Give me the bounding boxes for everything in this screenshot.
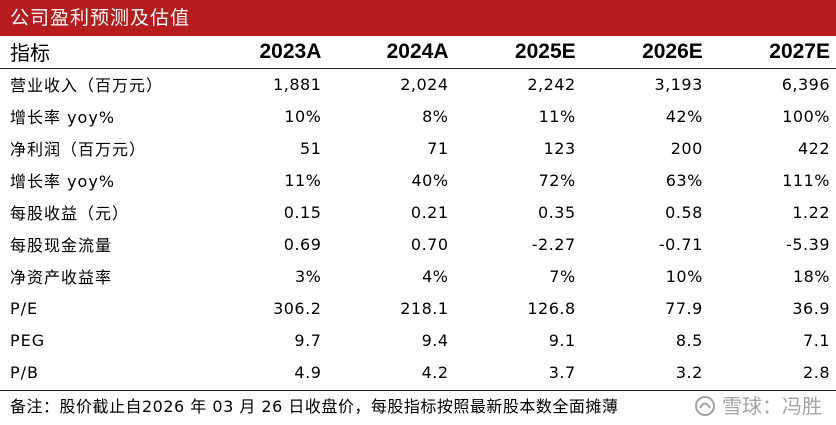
- cell-value: 4.2: [421, 362, 449, 382]
- row-label: 增长率 yoy%: [10, 172, 116, 191]
- cell-value: 7%: [549, 266, 576, 286]
- table-row: 增长率 yoy% 10% 8% 11% 42% 100%: [0, 100, 836, 132]
- cell-value: -2.27: [531, 234, 576, 254]
- cell-value: 9.1: [548, 330, 576, 350]
- cell-value: 63%: [665, 170, 703, 190]
- cell-value: 2.8: [803, 362, 830, 382]
- cell-value: 11%: [538, 106, 576, 126]
- row-label: P/B: [10, 362, 40, 382]
- header-year: 2024A: [327, 36, 455, 69]
- cell-value: 72%: [538, 170, 576, 190]
- cell-value: 0.58: [665, 202, 703, 222]
- table-row: 营业收入（百万元） 1,881 2,024 2,242 3,193 6,396: [0, 68, 836, 100]
- header-year: 2026E: [581, 36, 709, 69]
- row-label: PEG: [10, 330, 46, 350]
- footnote: 备注：股价截止自2026 年 03 月 26 日收盘价，每股指标按照最新股本数全…: [0, 390, 836, 425]
- header-year: 2023A: [200, 36, 328, 69]
- table-title: 公司盈利预测及估值: [10, 7, 191, 29]
- table-row: P/E 306.2 218.1 126.8 77.9 36.9: [0, 292, 836, 324]
- cell-value: 4.9: [294, 362, 322, 382]
- table-row: P/B 4.9 4.2 3.7 3.2 2.8: [0, 356, 836, 388]
- cell-value: 36.9: [792, 298, 830, 318]
- row-label: 每股收益（元）: [10, 204, 130, 223]
- cell-value: 3,193: [654, 74, 703, 94]
- cell-value: 9.7: [294, 330, 322, 350]
- cell-value: -0.71: [658, 234, 703, 254]
- row-label: 每股现金流量: [10, 236, 113, 255]
- header-year: 2025E: [454, 36, 582, 69]
- cell-value: 4%: [422, 266, 449, 286]
- cell-value: 200: [670, 138, 703, 158]
- cell-value: 18%: [792, 266, 830, 286]
- watermark: 雪球：冯胜: [694, 388, 822, 424]
- table-row: 每股收益（元） 0.15 0.21 0.35 0.58 1.22: [0, 196, 836, 228]
- table-row: 每股现金流量 0.69 0.70 -2.27 -0.71 -5.39: [0, 228, 836, 260]
- table-title-banner: 公司盈利预测及估值: [0, 0, 836, 36]
- row-label: 净利润（百万元）: [10, 140, 147, 159]
- table-row: 增长率 yoy% 11% 40% 72% 63% 111%: [0, 164, 836, 196]
- cell-value: 2,024: [400, 74, 449, 94]
- footnote-text: 备注：股价截止自2026 年 03 月 26 日收盘价，每股指标按照最新股本数全…: [10, 397, 619, 416]
- cell-value: -5.39: [786, 234, 830, 254]
- cell-value: 6,396: [781, 74, 830, 94]
- cell-value: 422: [797, 138, 830, 158]
- earnings-forecast-table: 指标 2023A 2024A 2025E 2026E 2027E 营业收入（百万…: [0, 36, 836, 388]
- row-label: 营业收入（百万元）: [10, 76, 164, 96]
- cell-value: 11%: [284, 170, 322, 190]
- table-header-row: 指标 2023A 2024A 2025E 2026E 2027E: [0, 36, 836, 69]
- header-year: 2027E: [708, 36, 836, 69]
- table-row: 净利润（百万元） 51 71 123 200 422: [0, 132, 836, 164]
- header-label: 指标: [0, 36, 201, 69]
- row-label: 净资产收益率: [10, 268, 113, 287]
- cell-value: 10%: [284, 106, 322, 126]
- cell-value: 10%: [665, 266, 703, 286]
- cell-value: 111%: [782, 170, 830, 190]
- cell-value: 7.1: [803, 330, 830, 350]
- cell-value: 8.5: [675, 330, 703, 350]
- cell-value: 1.22: [792, 202, 830, 222]
- cell-value: 306.2: [273, 298, 322, 318]
- cell-value: 3%: [294, 266, 322, 286]
- cell-value: 42%: [665, 106, 703, 126]
- cell-value: 77.9: [665, 298, 703, 318]
- watermark-text: 雪球：冯胜: [722, 394, 822, 418]
- table-row: 净资产收益率 3% 4% 7% 10% 18%: [0, 260, 836, 292]
- cell-value: 0.70: [410, 234, 449, 254]
- cell-value: 100%: [782, 106, 830, 126]
- cell-value: 123: [543, 138, 576, 158]
- cell-value: 71: [427, 138, 449, 158]
- cell-value: 2,242: [527, 74, 576, 94]
- cell-value: 0.69: [283, 234, 322, 254]
- table-row: PEG 9.7 9.4 9.1 8.5 7.1: [0, 324, 836, 356]
- cell-value: 51: [300, 138, 322, 158]
- cell-value: 8%: [422, 106, 449, 126]
- cell-value: 9.4: [421, 330, 449, 350]
- row-label: P/E: [10, 298, 39, 318]
- row-label: 增长率 yoy%: [10, 108, 116, 127]
- cell-value: 0.15: [283, 202, 322, 222]
- cell-value: 1,881: [273, 74, 322, 94]
- cell-value: 126.8: [527, 298, 576, 318]
- cell-value: 0.35: [538, 202, 576, 222]
- cell-value: 3.2: [675, 362, 703, 382]
- cell-value: 218.1: [400, 298, 449, 318]
- cell-value: 3.7: [548, 362, 576, 382]
- snowball-logo-icon: [694, 395, 716, 417]
- cell-value: 0.21: [410, 202, 449, 222]
- cell-value: 40%: [411, 170, 449, 190]
